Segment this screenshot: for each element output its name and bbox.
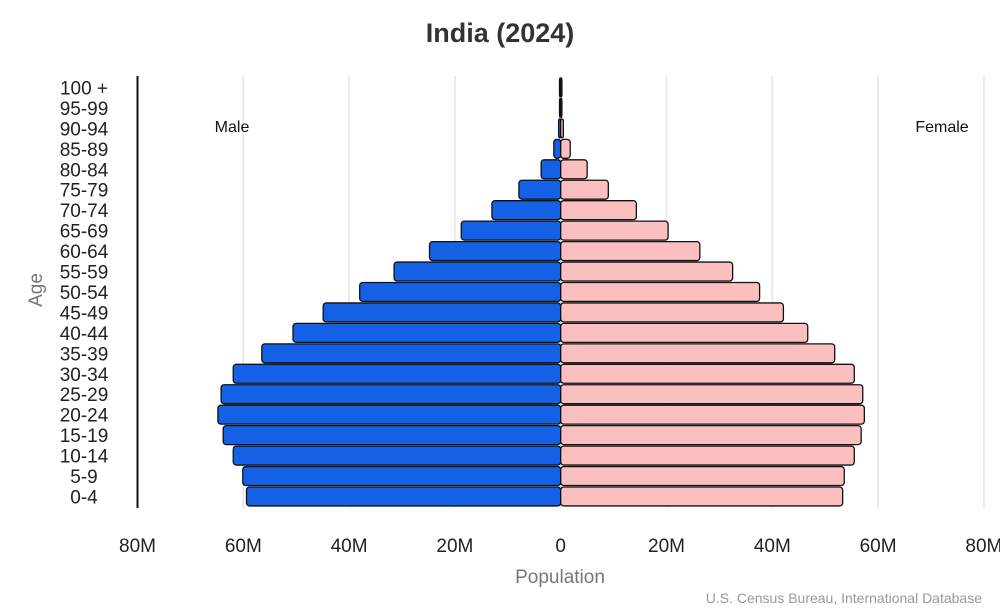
age-tick-label: 5-9 — [70, 467, 97, 488]
age-tick-label: 0-4 — [70, 487, 98, 508]
x-tick-label: 80M — [119, 536, 156, 557]
age-tick-label: 90-94 — [60, 119, 109, 140]
bar-female-40-44 — [560, 322, 809, 343]
age-tick-label: 70-74 — [60, 201, 109, 222]
x-tick-label: 40M — [754, 536, 791, 557]
age-tick-label: 10-14 — [60, 447, 109, 468]
bar-male-35-39 — [261, 343, 562, 364]
bar-female-50-54 — [560, 281, 761, 303]
bar-female-25-29 — [560, 384, 864, 405]
x-tick-label: 0 — [555, 536, 566, 557]
bar-male-15-19 — [222, 424, 562, 446]
bar-female-5-9 — [560, 465, 845, 487]
age-tick-label: 80-84 — [60, 160, 109, 181]
y-axis-label: Age — [26, 273, 47, 307]
x-tick-label: 80M — [965, 536, 1000, 557]
age-tick-labels: 0-45-910-1415-1920-2425-2930-3435-3940-4… — [60, 78, 109, 508]
population-tick-labels: 80M 60M 40M 20M 0 20M 40M 60M 80M — [119, 536, 1000, 557]
male-label: Male — [215, 119, 250, 136]
bar-male-80-84 — [540, 159, 562, 180]
x-tick-label: 40M — [331, 536, 368, 557]
bar-female-60-64 — [560, 240, 701, 262]
bar-male-0-4 — [245, 486, 562, 507]
age-tick-label: 35-39 — [60, 344, 109, 365]
bar-male-70-74 — [491, 200, 562, 221]
bar-female-45-49 — [560, 302, 785, 323]
bar-male-40-44 — [292, 322, 562, 343]
bar-male-85-89 — [553, 138, 562, 159]
bar-male-55-59 — [393, 261, 562, 282]
age-tick-label: 100 + — [60, 78, 108, 99]
bar-male-20-24 — [217, 404, 562, 425]
x-axis-label: Population — [515, 567, 605, 588]
bar-male-60-64 — [428, 240, 562, 262]
bar-male-75-79 — [518, 179, 562, 200]
age-tick-label: 20-24 — [60, 406, 109, 427]
age-tick-label: 45-49 — [60, 303, 109, 324]
bar-female-30-34 — [560, 363, 855, 384]
bar-female-75-79 — [560, 179, 609, 200]
bar-female-0-4 — [560, 486, 844, 507]
bar-female-35-39 — [560, 343, 836, 364]
bar-male-50-54 — [359, 281, 562, 303]
bar-female-100 — [560, 77, 563, 98]
bar-female-65-69 — [560, 220, 669, 241]
bar-female-90-94 — [560, 118, 564, 139]
bar-female-80-84 — [560, 159, 588, 180]
x-tick-label: 60M — [860, 536, 897, 557]
bar-female-55-59 — [560, 261, 734, 282]
bar-female-95-99 — [560, 97, 563, 119]
age-tick-label: 65-69 — [60, 222, 109, 243]
bar-female-20-24 — [560, 404, 865, 425]
bar-male-5-9 — [242, 465, 562, 487]
age-tick-label: 50-54 — [60, 283, 109, 304]
source-note: U.S. Census Bureau, International Databa… — [706, 590, 982, 606]
age-tick-label: 95-99 — [60, 99, 109, 120]
bar-male-30-34 — [232, 363, 562, 384]
chart-title: India (2024) — [426, 18, 575, 48]
x-tick-label: 20M — [648, 536, 685, 557]
age-tick-label: 15-19 — [60, 426, 109, 447]
bar-female-70-74 — [560, 200, 637, 221]
age-tick-label: 85-89 — [60, 140, 109, 161]
age-tick-label: 60-64 — [60, 242, 109, 263]
bar-female-15-19 — [560, 424, 862, 446]
age-tick-label: 75-79 — [60, 181, 109, 202]
bar-female-10-14 — [560, 445, 855, 466]
bar-male-65-69 — [460, 220, 562, 241]
female-label: Female — [915, 119, 968, 136]
bars — [217, 77, 865, 507]
age-tick-label: 40-44 — [60, 324, 109, 345]
bar-male-10-14 — [232, 445, 562, 466]
bar-male-45-49 — [322, 302, 562, 323]
bar-female-85-89 — [560, 138, 571, 159]
age-tick-label: 25-29 — [60, 385, 109, 406]
bar-male-25-29 — [220, 384, 562, 405]
x-tick-label: 60M — [225, 536, 262, 557]
age-tick-label: 30-34 — [60, 365, 109, 386]
age-tick-label: 55-59 — [60, 263, 109, 284]
x-tick-label: 20M — [436, 536, 473, 557]
